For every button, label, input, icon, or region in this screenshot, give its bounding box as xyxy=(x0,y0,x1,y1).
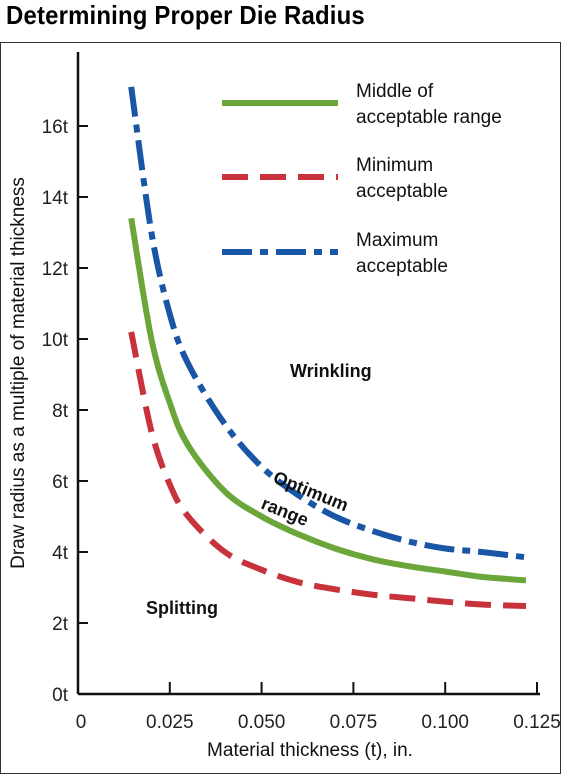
x-tick-label: 0.075 xyxy=(330,712,378,733)
legend-item-minimum-label: Minimum xyxy=(356,155,433,176)
x-tick-label: 0 xyxy=(76,712,87,733)
y-tick-label: 4t xyxy=(52,543,69,564)
y-tick-label: 8t xyxy=(52,401,69,422)
chart-panel xyxy=(0,42,561,774)
legend-item-middle-label: Middle of xyxy=(356,81,434,102)
x-tick-label: 0.100 xyxy=(421,712,469,733)
series-line-maximum xyxy=(128,86,527,561)
y-tick-label: 2t xyxy=(52,614,69,635)
series-line-middle xyxy=(128,217,527,584)
y-tick-label: 16t xyxy=(42,117,69,138)
x-tick-label: 0.025 xyxy=(146,712,194,733)
annotation-splitting: Splitting xyxy=(146,598,218,618)
y-tick-label: 14t xyxy=(42,188,69,209)
y-tick-label: 10t xyxy=(42,330,69,351)
y-tick-label: 12t xyxy=(42,259,69,280)
legend-item-minimum-label: acceptable xyxy=(356,181,448,202)
x-axis-title: Material thickness (t), in. xyxy=(207,740,413,761)
legend-item-maximum-label: Maximum xyxy=(356,230,438,251)
series-line-minimum xyxy=(128,331,527,609)
y-tick-label: 0t xyxy=(52,685,69,706)
legend-item-maximum-label: acceptable xyxy=(356,256,448,277)
x-tick-label: 0.050 xyxy=(238,712,286,733)
y-tick-label: 6t xyxy=(52,472,69,493)
chart-title: Determining Proper Die Radius xyxy=(6,0,365,30)
annotation-wrinkling: Wrinkling xyxy=(290,361,372,381)
x-tick-label: 0.125 xyxy=(513,712,561,733)
y-axis-title: Draw radius as a multiple of material th… xyxy=(8,177,29,569)
legend-item-middle-label: acceptable range xyxy=(356,107,502,128)
